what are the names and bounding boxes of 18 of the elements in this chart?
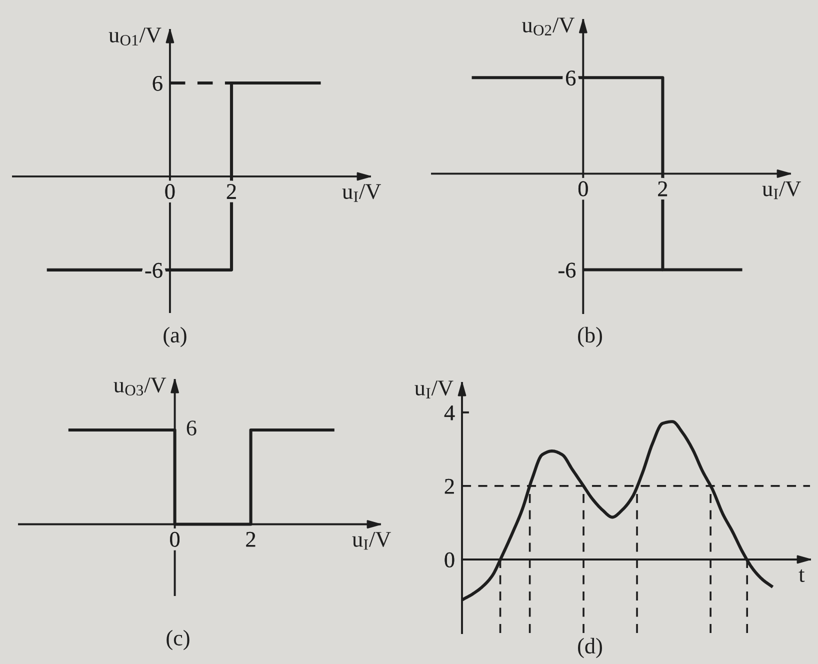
- x-axis-title: t: [798, 569, 805, 582]
- y-tick-label: 2: [444, 478, 454, 494]
- y-axis-title: u$_{O1}$/V: [108, 28, 162, 46]
- y-tick-label: 0: [444, 552, 454, 568]
- y-tick-label: -6: [558, 262, 576, 278]
- text: (b): [578, 326, 602, 348]
- text: (c): [166, 630, 190, 650]
- text: (d): [578, 638, 602, 658]
- annotation: 6: [186, 420, 196, 436]
- y-axis-title: u$_{O2}$/V: [522, 18, 574, 36]
- x-axis-title: u$_{I}$/V: [342, 184, 381, 202]
- y-tick-label: 4: [444, 405, 455, 420]
- x-axis-title: u$_{I}$/V: [762, 181, 801, 200]
- y-axis-title: u$_{O3}$/V: [114, 378, 166, 396]
- y-axis-title: u$_{I}$/V: [414, 380, 454, 398]
- text: (a): [164, 326, 186, 348]
- y-tick-label: -6: [145, 262, 162, 278]
- x-axis-title: u$_{I}$/V: [352, 532, 391, 550]
